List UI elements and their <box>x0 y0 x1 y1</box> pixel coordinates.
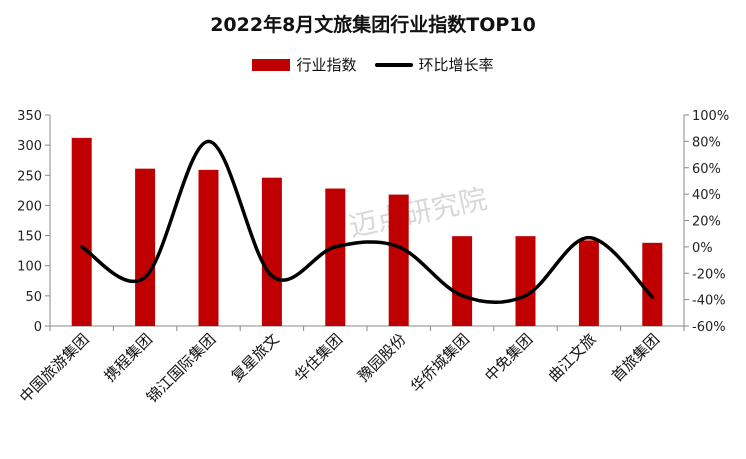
right-tick-label: 40% <box>692 188 721 203</box>
right-tick-label: -40% <box>692 294 726 309</box>
x-tick-label: 中国旅游集团 <box>16 330 92 406</box>
bar-0 <box>71 137 92 326</box>
x-tick-label: 复星旅文 <box>228 330 283 385</box>
right-tick-label: 20% <box>692 215 721 230</box>
left-tick-label: 150 <box>17 230 42 245</box>
chart-title: 2022年8月文旅集团行业指数TOP10 <box>210 14 536 36</box>
bar-2 <box>198 169 219 326</box>
x-tick-label: 豫园股份 <box>354 330 409 385</box>
x-tick-label: 华住集团 <box>291 330 346 385</box>
left-tick-label: 300 <box>17 139 42 154</box>
right-tick-label: 100% <box>692 109 729 124</box>
right-tick-label: 60% <box>692 162 721 177</box>
bar-6 <box>452 236 473 326</box>
legend-swatch-line <box>374 62 413 67</box>
x-tick-label: 携程集团 <box>101 330 156 385</box>
x-tick-label: 曲江文旅 <box>545 330 600 385</box>
bar-8 <box>578 240 599 326</box>
x-tick-label: 中免集团 <box>481 330 536 385</box>
legend-item-line: 环比增长率 <box>374 54 494 75</box>
x-tick-label: 华侨城集团 <box>407 330 473 396</box>
right-tick-label: -60% <box>692 320 726 335</box>
legend-swatch-bar <box>252 58 291 71</box>
left-tick-label: 100 <box>17 260 42 275</box>
legend-label-line: 环比增长率 <box>418 56 494 74</box>
watermark-text: 迈点研究院 <box>346 182 490 243</box>
bar-7 <box>515 236 536 326</box>
bar-4 <box>325 188 346 326</box>
left-tick-label: 250 <box>17 169 42 184</box>
right-tick-label: 80% <box>692 135 721 150</box>
bar-3 <box>261 177 282 326</box>
legend-item-bar: 行业指数 <box>252 54 357 75</box>
bar-5 <box>388 194 409 326</box>
left-tick-label: 50 <box>25 290 42 305</box>
left-tick-label: 0 <box>34 320 42 335</box>
x-tick-label: 首旅集团 <box>608 330 663 385</box>
chart-legend: 行业指数 环比增长率 <box>0 54 746 75</box>
right-tick-label: -20% <box>692 267 726 282</box>
legend-label-bar: 行业指数 <box>296 56 357 74</box>
bar-1 <box>135 168 156 326</box>
right-tick-label: 0% <box>692 241 713 256</box>
bar-9 <box>642 242 663 326</box>
left-tick-label: 350 <box>17 109 42 124</box>
growth-rate-line <box>79 139 655 305</box>
left-tick-label: 200 <box>17 199 42 214</box>
